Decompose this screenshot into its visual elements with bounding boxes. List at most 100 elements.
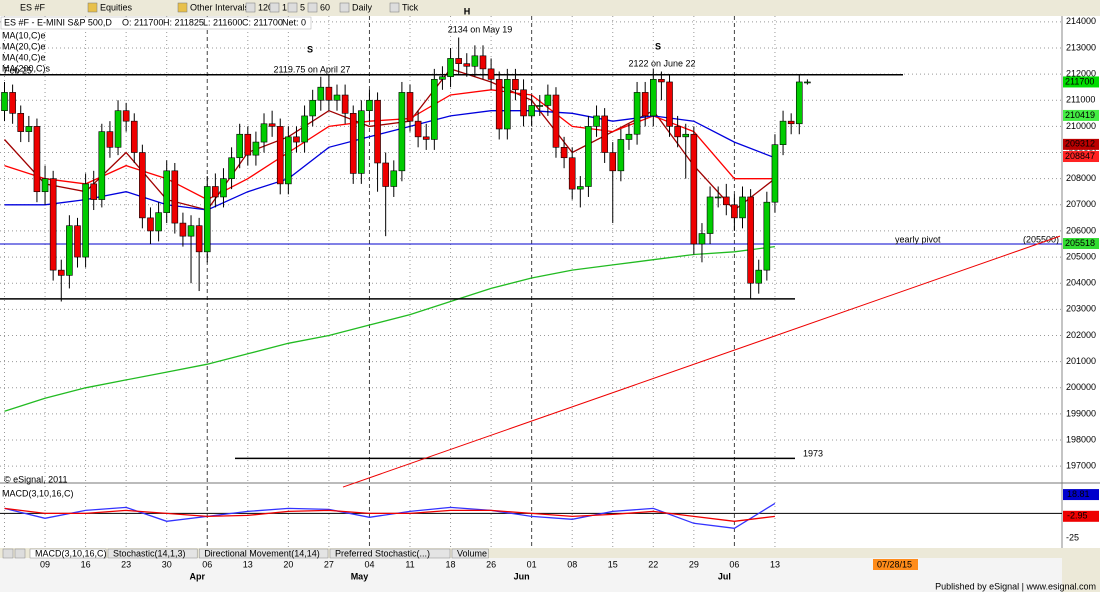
candle-body [317,86,325,101]
candle-body [179,222,187,237]
annotation: 2122 on June 22 [628,58,695,68]
tab[interactable] [107,548,198,559]
toolbar-symbol[interactable]: ES #F [20,2,46,12]
x-tick-label: 13 [243,559,253,569]
quote: L: 211600 [203,17,242,27]
candle-body [649,79,657,117]
x-tick-label: 01 [527,559,537,569]
tab-label[interactable]: Directional Movement(14,14) [204,548,320,558]
legend-entry: MA(200,C)s [2,63,51,73]
scroll-button[interactable] [2,548,14,559]
x-tick-label: 29 [689,559,699,569]
price-tag [1063,76,1099,88]
level-label: 1973 [803,449,823,459]
candle-body [187,225,195,237]
candle-body [33,126,41,193]
tab[interactable] [451,548,489,559]
candle-body [66,225,73,276]
scroll-button[interactable] [14,548,26,559]
candle-body [220,178,227,198]
candle-body [617,139,625,172]
y-tick-label: 198000 [1066,434,1096,444]
tab-label[interactable]: Preferred Stochastic(...) [335,548,430,558]
tab-label[interactable]: Stochastic(14,1,3) [113,548,186,558]
annotation: H [464,6,471,16]
candle-body [463,63,471,67]
candle-body [804,81,811,84]
toolbar-item[interactable]: Tick [402,2,419,12]
toolbar-item[interactable]: 1 [282,2,287,12]
toolbar-item[interactable]: Other Intervals [190,2,250,12]
candle-body [147,217,154,232]
x-tick-label: 18 [446,559,456,569]
candle-body [358,110,365,174]
annotation: 2119.75 on April 27 [274,64,351,74]
x-tick-label: 13 [770,559,780,569]
candle-body [641,92,649,117]
quote: C: 211700 [242,17,283,27]
toolbar-item[interactable]: 5 [300,2,305,12]
candle-body [398,92,406,172]
tab[interactable] [198,548,329,559]
toolbar [0,0,1100,16]
x-tick-label: 04 [364,559,374,569]
month-label: Jun [514,571,530,581]
candle-body [382,162,389,187]
y-tick-label: 208000 [1066,173,1096,183]
level-tag: (205500) [1023,234,1059,244]
candle-body [252,141,260,156]
y-tick-label: 206000 [1066,225,1096,235]
price-tag [1063,238,1099,250]
legend-entry: MA(20,C)e [2,41,46,51]
quote: O: 211700 [122,17,163,27]
candle-body [609,152,617,172]
tab-label[interactable]: Volume [457,548,487,558]
x-tick-label: 06 [202,559,212,569]
y-tick-label: 199000 [1066,408,1096,418]
price-tag-label: 211700 [1065,76,1094,86]
toolbar-item[interactable]: 60 [320,2,330,12]
tab-label[interactable]: MACD(3,10,16,C) [35,548,107,558]
toolbar-item[interactable]: 120 [258,2,273,12]
date-box-label: 07/28/15 [877,559,912,569]
candle-body [633,92,641,135]
candle-body [309,99,316,117]
candle-body [593,115,600,127]
candle-body [163,170,170,213]
moving-average [4,245,775,412]
x-tick-label: 26 [486,559,496,569]
candle-body [260,123,268,143]
quote: Net: 0 [282,17,306,27]
candle-body [212,186,219,198]
candle-body [98,131,106,200]
y-tick-label: -25 [1066,533,1079,543]
toolbar-item[interactable]: Equities [100,2,133,12]
x-tick-label: 06 [729,559,739,569]
y-tick-label: 210000 [1066,121,1096,131]
candle-body [787,120,795,125]
y-tick-label: 214000 [1066,16,1096,26]
candle-body [366,99,373,112]
candle-body [520,89,527,117]
x-tick-label: 16 [81,559,91,569]
price-tag-label: 210419 [1065,110,1095,120]
candle-body [90,183,98,200]
candle-body [244,133,252,156]
candle-body [747,196,754,284]
candle-body [447,58,454,78]
month-label: May [351,571,369,581]
candle-body [122,110,130,122]
candle-body [203,186,211,253]
tab[interactable] [29,548,107,559]
candle-body [25,126,33,132]
x-tick-label: 23 [121,559,131,569]
tab[interactable] [329,548,451,559]
chart-title: ES #F - E-MINI S&P 500,D [4,17,112,27]
toolbar-item[interactable]: Daily [352,2,373,12]
candle-body [333,94,341,101]
toolbar-icon [177,2,188,13]
month-label: Apr [190,571,206,581]
candle-body [722,196,730,206]
y-tick-label: 202000 [1066,330,1096,340]
